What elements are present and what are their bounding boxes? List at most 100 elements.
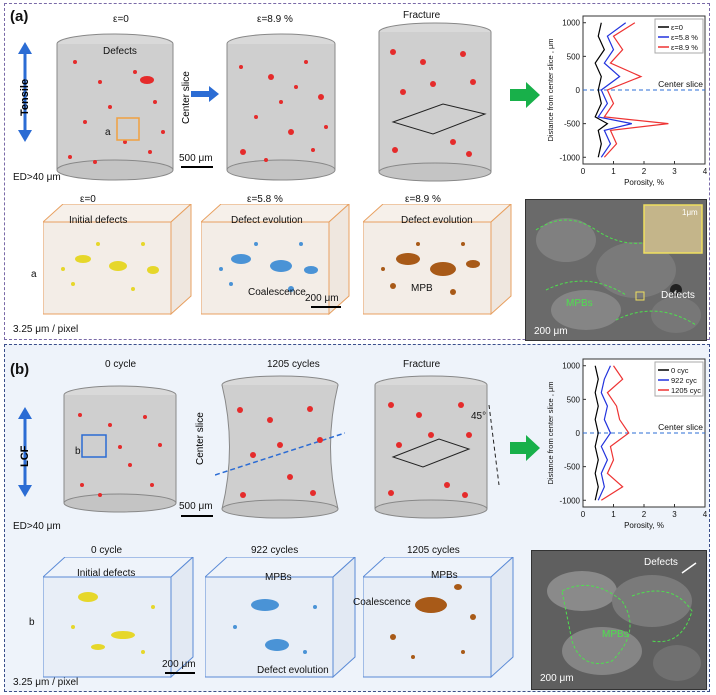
y-tick-label: 0 [576, 429, 581, 438]
center-slice-b-label: Center slice [195, 412, 206, 465]
cyl-title-2: ε=8.9 % [257, 14, 293, 25]
y-tick-label: 1000 [562, 19, 580, 28]
annot-b-coalescence: Coalescence [353, 597, 411, 608]
cube-b1 [43, 557, 194, 679]
sem-b-mpbs-label: MPBs [602, 629, 629, 640]
cyl-b-title-2: 1205 cycles [267, 359, 320, 370]
y-tick-label: 0 [576, 86, 581, 95]
legend-entry: ε=0 [671, 23, 683, 32]
y-axis-label: Distance from center slice , μm [546, 38, 555, 141]
sem-defects-label: Defects [661, 290, 695, 301]
sem-image-a: 1μm MPBs Defects 200 μm [525, 199, 707, 341]
scale-200-label: 200 μm [305, 293, 339, 304]
cylinder-1205 [215, 375, 345, 519]
x-tick-label: 4 [703, 510, 708, 519]
scale-500-b-label: 500 μm [179, 501, 213, 512]
cyl-b-title-3: Fracture [403, 359, 441, 370]
series-line-0 [594, 22, 609, 158]
annot-b-mpbs-1: MPBs [265, 572, 292, 583]
x-tick-label: 3 [672, 510, 677, 519]
series-line-1 [597, 365, 612, 501]
pixel-label: 3.25 μm / pixel [13, 324, 79, 335]
sem-b-scale-label: 200 μm [540, 673, 574, 684]
annot-b-defect-evolution: Defect evolution [257, 665, 329, 676]
cube-title-3: ε=8.9 % [405, 194, 441, 205]
annot-defect-evolution-2: Defect evolution [401, 215, 473, 226]
sem-inset-scale: 1μm [682, 208, 698, 217]
cyl-title-1: ε=0 [113, 14, 129, 25]
y-tick-label: 500 [567, 395, 581, 404]
y-tick-label: -500 [564, 120, 581, 129]
series-line-2 [600, 365, 630, 501]
green-arrow-icon [510, 82, 540, 108]
legend-entry: ε=5.8 % [671, 33, 698, 42]
cube-b3 [363, 557, 514, 679]
cube-a3 [363, 204, 512, 316]
panel-a-label: (a) [10, 8, 29, 25]
scale-bar-200-b [165, 672, 195, 674]
pixel-b-label: 3.25 μm / pixel [13, 677, 79, 688]
sem-scale-label: 200 μm [534, 326, 568, 337]
series-line-0 [594, 365, 599, 501]
annot-b-initial-defects: Initial defects [77, 568, 136, 579]
x-tick-label: 2 [642, 167, 647, 176]
cylinder-fracture-a [378, 22, 492, 182]
legend-entry: 922 cyc [671, 376, 697, 385]
panel-b-label: (b) [10, 361, 30, 378]
cylinder-eps89 [226, 33, 336, 181]
legend-entry: 0 cyc [671, 366, 689, 375]
series-line-1 [597, 22, 632, 158]
green-arrow-b-icon [510, 435, 540, 461]
scale-bar-200 [311, 306, 341, 308]
y-tick-label: -500 [564, 463, 581, 472]
tensile-arrow-icon [18, 42, 32, 142]
sem-texture-a [526, 200, 706, 340]
sem-image-b: Defects MPBs 200 μm [531, 550, 707, 690]
cube-b-title-1: 0 cycle [91, 545, 123, 556]
lcf-label: LCF [19, 445, 31, 467]
cyl-b-title-1: 0 cycle [105, 359, 137, 370]
annot-defect-evolution-1: Defect evolution [231, 215, 303, 226]
annot-initial-defects: Initial defects [69, 215, 128, 226]
y-tick-label: -1000 [560, 496, 581, 505]
cube-row-b-label: b [29, 617, 35, 628]
y-tick-label: 500 [567, 52, 581, 61]
cylinder-fracture-b [374, 375, 500, 519]
annot-coalescence: Coalescence [248, 287, 306, 298]
y-tick-label: 1000 [562, 362, 580, 371]
right-arrow-icon [191, 86, 219, 102]
angle-label: 45° [471, 411, 487, 422]
cylinder-eps0 [56, 33, 174, 181]
y-tick-label: -1000 [560, 153, 581, 162]
cube-b-title-3: 1205 cycles [407, 545, 460, 556]
y-axis-label: Distance from center slice , μm [546, 381, 555, 484]
panel-a: (a) Tensile ε=0 ε=8.9 % Fracture Defects… [4, 3, 710, 341]
cyl-title-3: Fracture [403, 10, 441, 21]
scale-bar-500-b [181, 515, 213, 517]
cube-a2 [201, 204, 350, 316]
series-line-2 [603, 22, 669, 158]
chart-porosity-a: -1000 -500 0 500 1000 0 1 2 3 4 Porosity, % Distanc… [546, 15, 708, 187]
annot-b-mpbs-2: MPBs [431, 570, 458, 581]
legend-entry: 1205 cyc [671, 386, 701, 395]
ed-label: ED>40 μm [13, 172, 61, 183]
sub-box-label: a [105, 127, 111, 138]
sub-box-b-label: b [75, 446, 81, 457]
cube-a1 [43, 204, 192, 316]
ed-b-label: ED>40 μm [13, 521, 61, 532]
legend-entry: ε=8.9 % [671, 43, 698, 52]
center-slice-annotation: Center slice [658, 79, 703, 89]
x-tick-label: 1 [611, 510, 616, 519]
chart-porosity-b: -1000 -500 0 500 1000 0 1 2 3 4 Porosity, % Distanc… [546, 358, 708, 530]
x-tick-label: 2 [642, 510, 647, 519]
annot-mpb: MPB [411, 283, 433, 294]
scale-200-b-label: 200 μm [162, 659, 196, 670]
cylinder-0cycle [63, 385, 177, 513]
panel-b: (b) LCF 0 cycle 1205 cycles Fracture b C… [4, 344, 710, 692]
defects-label: Defects [103, 46, 137, 57]
cube-row-label: a [31, 269, 37, 280]
scale-bar-500 [181, 166, 213, 168]
cube-title-1: ε=0 [80, 194, 96, 205]
x-tick-label: 0 [581, 510, 586, 519]
lcf-arrow-icon [18, 407, 32, 497]
